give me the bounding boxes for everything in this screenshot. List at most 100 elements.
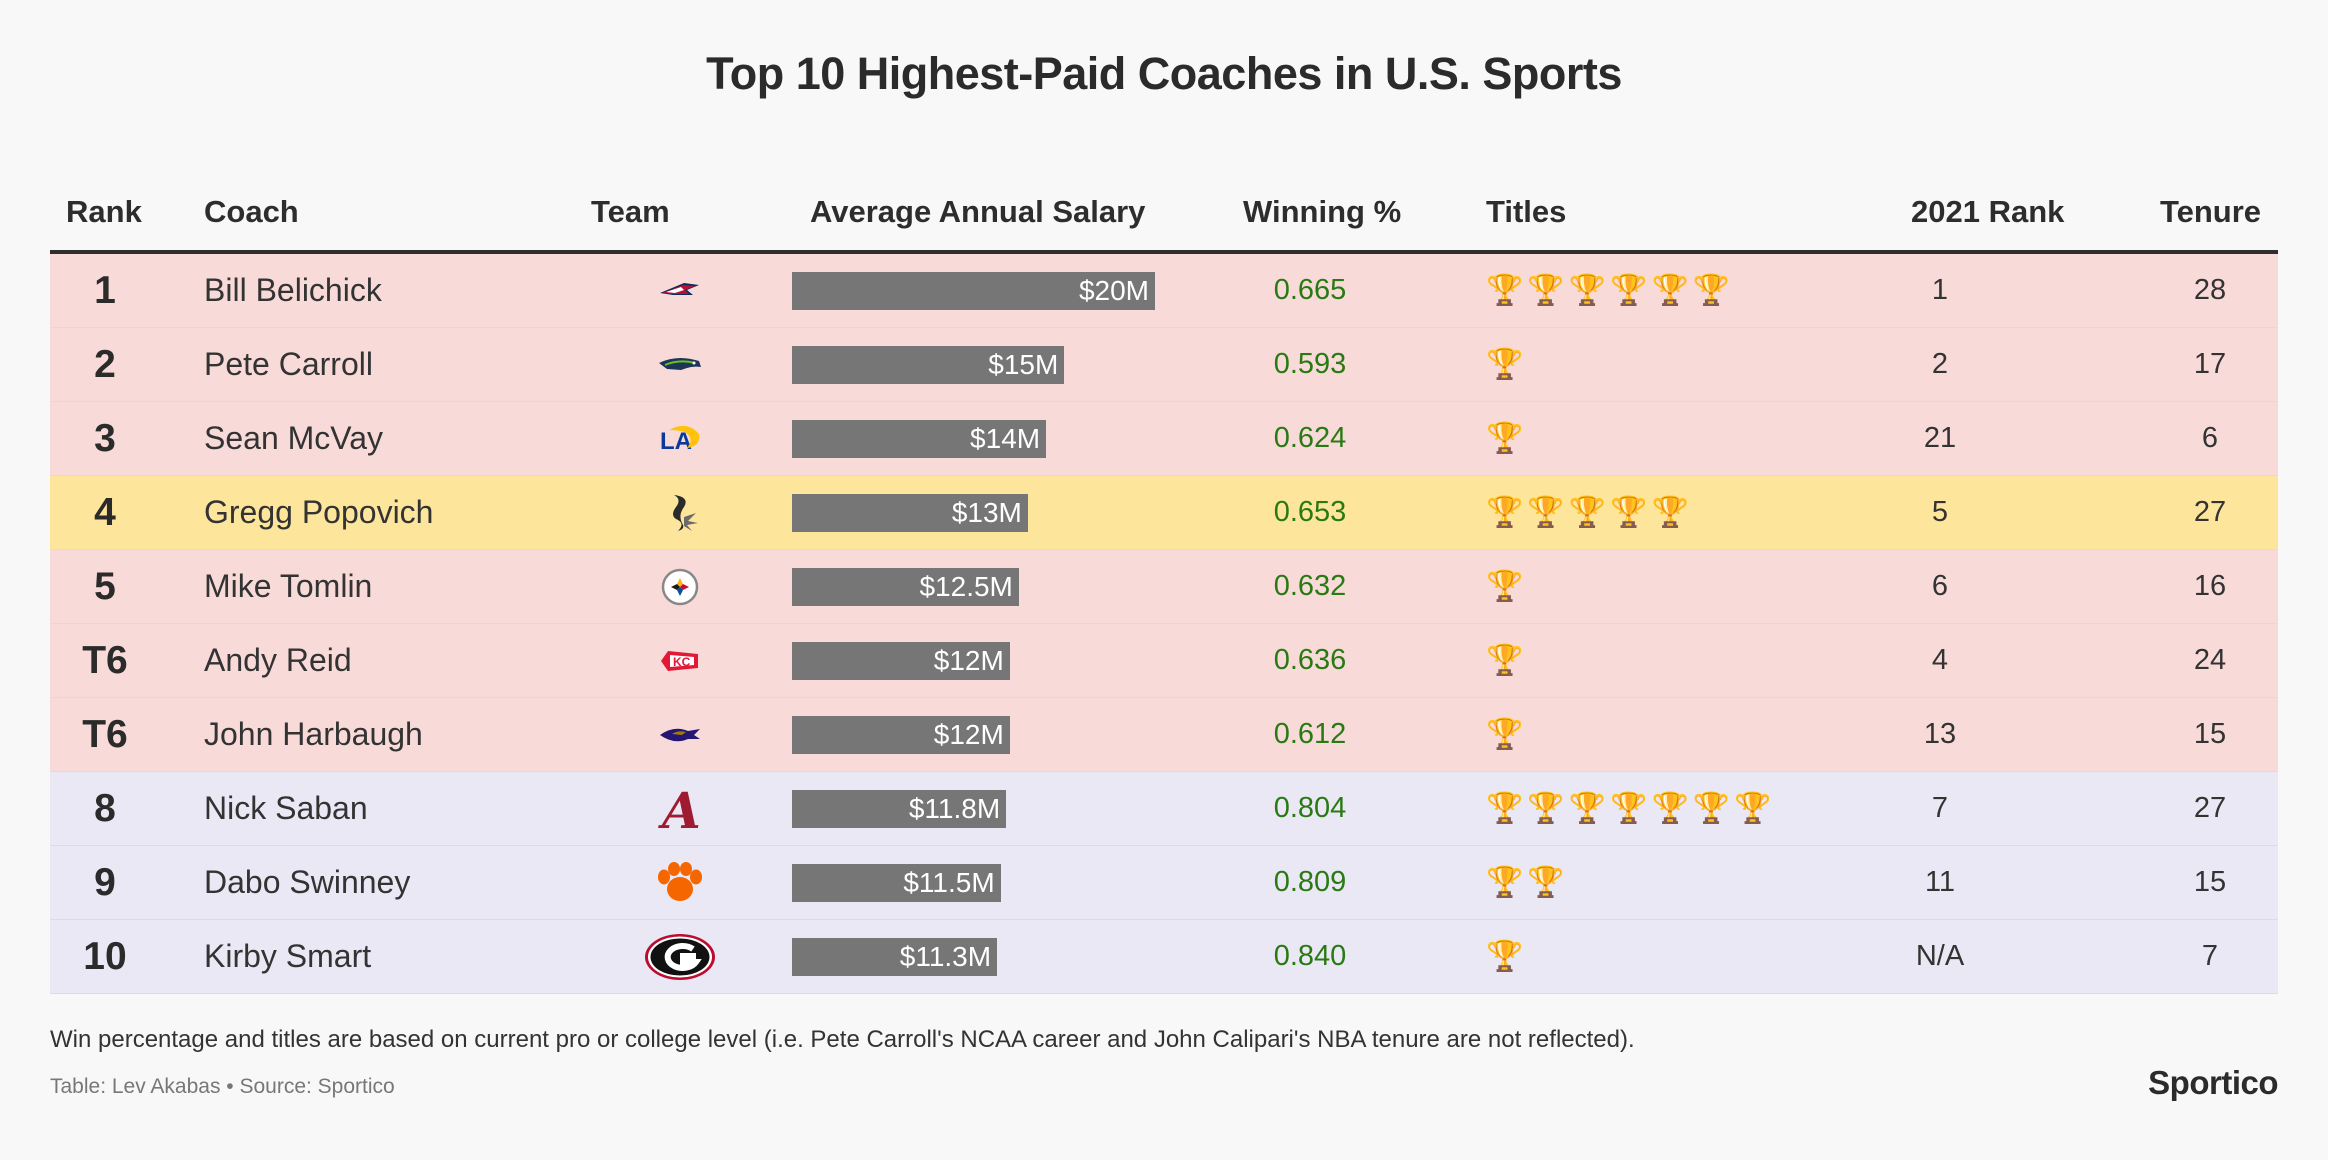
rank-cell: 3 xyxy=(94,417,116,460)
titles-cell: 🏆 🏆 🏆 🏆 🏆 🏆 🏆 xyxy=(1486,772,1776,845)
salary-bar: $13M xyxy=(792,494,1028,532)
rank-cell: 10 xyxy=(83,935,127,978)
salary-bar: $12M xyxy=(792,716,1010,754)
trophy-icon: 🏆 xyxy=(1610,791,1648,825)
winning-pct: 0.593 xyxy=(1273,348,1347,380)
rank-2021-cell: 13 xyxy=(1923,718,1957,750)
table-row: 2 Pete Carroll $15M 0.593 🏆 2 17 xyxy=(50,328,2278,402)
trophy-icon: 🏆 xyxy=(1692,273,1731,307)
rank-2021-cell: 4 xyxy=(1931,644,1949,676)
rank-2021-cell: 6 xyxy=(1931,570,1949,602)
trophy-icon: 🏆 xyxy=(1486,717,1524,751)
tenure-cell: 6 xyxy=(2201,422,2219,454)
tenure-cell: 24 xyxy=(2193,644,2227,676)
coach-name: Kirby Smart xyxy=(204,938,372,974)
georgia-logo xyxy=(605,920,755,993)
trophy-icon: 🏆 xyxy=(1568,495,1607,529)
salary-bar: $12M xyxy=(792,642,1010,680)
coach-name: Mike Tomlin xyxy=(204,568,373,604)
coach-name: Pete Carroll xyxy=(204,346,373,382)
rank-cell: T6 xyxy=(82,639,128,682)
trophy-icon: 🏆 xyxy=(1527,495,1565,529)
footnote: Win percentage and titles are based on c… xyxy=(50,1026,1635,1053)
trophy-icon: 🏆 xyxy=(1486,347,1524,381)
rank-2021-cell: 5 xyxy=(1931,496,1949,528)
trophy-icon: 🏆 xyxy=(1527,273,1565,307)
tenure-cell: 17 xyxy=(2193,348,2227,380)
table-row: 5 Mike Tomlin $12.5M 0.632 🏆 6 16 xyxy=(50,550,2278,624)
sportico-logo: Sportico xyxy=(2148,1064,2278,1101)
titles-cell: 🏆 xyxy=(1486,328,1527,401)
ravens-logo xyxy=(605,698,755,771)
winning-pct: 0.840 xyxy=(1273,940,1347,972)
winning-pct: 0.632 xyxy=(1273,570,1347,602)
header-coach: Coach xyxy=(204,194,299,229)
rank-cell: 2 xyxy=(94,343,116,386)
table-header: Rank Coach Team Average Annual Salary Wi… xyxy=(50,188,2278,254)
trophy-icon: 🏆 xyxy=(1734,791,1772,825)
winning-pct: 0.809 xyxy=(1273,866,1347,898)
trophy-icon: 🏆 xyxy=(1651,791,1689,825)
tenure-cell: 27 xyxy=(2193,496,2227,528)
coach-name: Andy Reid xyxy=(204,642,352,678)
salary-bar: $11.5M xyxy=(792,864,1001,902)
winning-pct: 0.804 xyxy=(1273,792,1347,824)
trophy-icon: 🏆 xyxy=(1610,495,1648,529)
header-team: Team xyxy=(591,194,670,229)
chiefs-logo: KC xyxy=(605,624,755,697)
winning-pct: 0.612 xyxy=(1273,718,1347,750)
trophy-icon: 🏆 xyxy=(1568,791,1607,825)
coach-name: Gregg Popovich xyxy=(204,494,434,530)
coach-name: Dabo Swinney xyxy=(204,864,411,900)
spurs-logo xyxy=(605,476,755,549)
page-title: Top 10 Highest-Paid Coaches in U.S. Spor… xyxy=(706,48,1622,99)
rank-2021-cell: 2 xyxy=(1931,348,1949,380)
salary-bar: $15M xyxy=(792,346,1065,384)
header-2021-rank: 2021 Rank xyxy=(1911,194,2065,229)
table-row: 4 Gregg Popovich $13M 0.653 🏆 🏆 🏆 🏆 🏆 5 27 xyxy=(50,476,2278,550)
table-row: 1 Bill Belichick $20M 0.665 🏆 🏆 🏆 🏆 🏆 🏆 1 28 xyxy=(50,254,2278,328)
salary-bar: $11.8M xyxy=(792,790,1007,828)
titles-cell: 🏆 xyxy=(1486,920,1527,993)
trophy-icon: 🏆 xyxy=(1651,495,1689,529)
trophy-icon: 🏆 xyxy=(1486,421,1524,455)
titles-cell: 🏆 xyxy=(1486,624,1527,697)
svg-text:A: A xyxy=(658,782,701,836)
rank-cell: 9 xyxy=(94,861,116,904)
table-row: T6 John Harbaugh $12M 0.612 🏆 13 15 xyxy=(50,698,2278,772)
rank-cell: 8 xyxy=(94,787,116,830)
rams-logo: LA xyxy=(605,402,755,475)
table-row: 3 Sean McVay LA $14M 0.624 🏆 21 6 xyxy=(50,402,2278,476)
trophy-icon: 🏆 xyxy=(1527,865,1565,899)
coach-name: John Harbaugh xyxy=(204,716,423,752)
rank-cell: T6 xyxy=(82,713,128,756)
header-titles: Titles xyxy=(1486,194,1567,229)
tenure-cell: 7 xyxy=(2201,940,2219,972)
winning-pct: 0.653 xyxy=(1273,496,1347,528)
table-row: T6 Andy Reid KC $12M 0.636 🏆 4 24 xyxy=(50,624,2278,698)
trophy-icon: 🏆 xyxy=(1486,865,1524,899)
trophy-icon: 🏆 xyxy=(1568,273,1607,307)
titles-cell: 🏆 xyxy=(1486,402,1527,475)
trophy-icon: 🏆 xyxy=(1692,791,1731,825)
tenure-cell: 15 xyxy=(2193,718,2227,750)
rank-cell: 4 xyxy=(94,491,116,534)
clemson-logo xyxy=(605,846,755,919)
trophy-icon: 🏆 xyxy=(1486,495,1524,529)
svg-text:KC: KC xyxy=(673,655,691,669)
trophy-icon: 🏆 xyxy=(1486,569,1524,603)
titles-cell: 🏆 🏆 🏆 🏆 🏆 xyxy=(1486,476,1693,549)
salary-bar: $12.5M xyxy=(792,568,1019,606)
trophy-icon: 🏆 xyxy=(1610,273,1648,307)
rank-2021-cell: 11 xyxy=(1924,866,1956,898)
trophy-icon: 🏆 xyxy=(1486,939,1524,973)
winning-pct: 0.636 xyxy=(1273,644,1347,676)
coach-name: Sean McVay xyxy=(204,420,384,456)
trophy-icon: 🏆 xyxy=(1486,273,1524,307)
trophy-icon: 🏆 xyxy=(1527,791,1565,825)
titles-cell: 🏆 xyxy=(1486,698,1527,771)
tenure-cell: 15 xyxy=(2193,866,2227,898)
coach-name: Nick Saban xyxy=(204,790,368,826)
alabama-logo: A xyxy=(605,772,755,845)
rank-cell: 5 xyxy=(94,565,116,608)
